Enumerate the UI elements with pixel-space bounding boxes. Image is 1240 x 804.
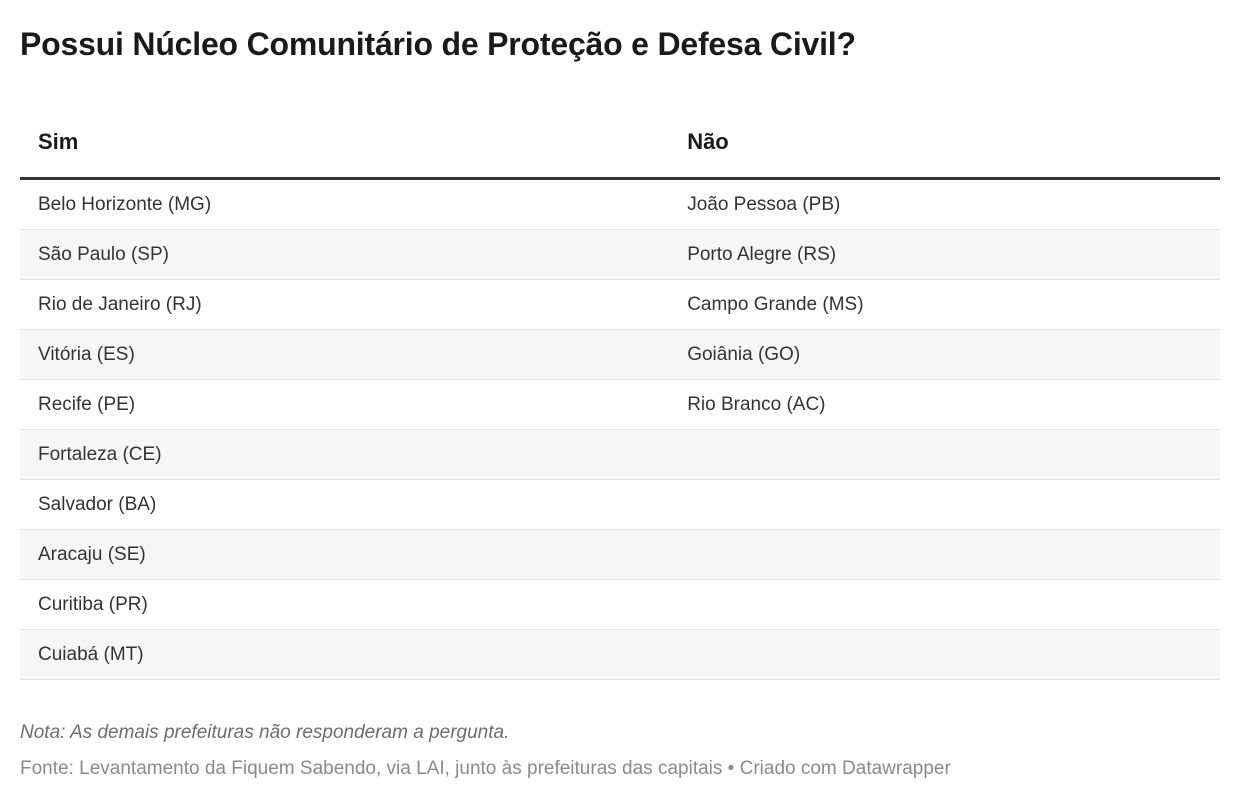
table-body: Belo Horizonte (MG) João Pessoa (PB) São P… <box>20 178 1220 680</box>
table-cell: Porto Alegre (RS) <box>669 229 1220 280</box>
table-cell <box>669 479 1220 530</box>
column-header-sim: Sim <box>20 128 670 180</box>
table-cell: Aracaju (SE) <box>20 529 670 580</box>
table-row: Fortaleza (CE) <box>20 429 1220 480</box>
table-cell: Recife (PE) <box>20 379 670 430</box>
table-row: Curitiba (PR) <box>20 579 1220 630</box>
source-label: Fonte: <box>20 758 74 779</box>
table-cell <box>669 579 1220 630</box>
table-cell <box>669 629 1220 680</box>
table-cell: São Paulo (SP) <box>20 229 670 280</box>
chart-byline: Fonte: Levantamento da Fiquem Sabendo, v… <box>20 756 1220 782</box>
byline-separator-dot: • <box>727 758 735 779</box>
table-cell <box>669 529 1220 580</box>
table-row: Cuiabá (MT) <box>20 629 1220 680</box>
chart-title: Possui Núcleo Comunitário de Proteção e … <box>20 26 856 62</box>
table-cell: Campo Grande (MS) <box>669 279 1220 330</box>
table-cell: Vitória (ES) <box>20 329 670 380</box>
data-table: Sim Não Belo Horizonte (MG) João Pessoa (… <box>20 128 1220 680</box>
table-cell: Goiânia (GO) <box>669 329 1220 380</box>
table-cell: Belo Horizonte (MG) <box>20 178 670 230</box>
table-cell: Cuiabá (MT) <box>20 629 670 680</box>
datawrapper-credit-link[interactable]: Criado com Datawrapper <box>739 758 951 779</box>
table-cell: João Pessoa (PB) <box>669 178 1220 230</box>
table-cell <box>669 429 1220 480</box>
table-cell: Fortaleza (CE) <box>20 429 670 480</box>
table-cell: Rio Branco (AC) <box>669 379 1220 430</box>
table-row: Rio de Janeiro (RJ) Campo Grande (MS) <box>20 279 1220 330</box>
table-row: Belo Horizonte (MG) João Pessoa (PB) <box>20 178 1220 230</box>
table-cell: Curitiba (PR) <box>20 579 670 630</box>
table-header-row: Sim Não <box>20 128 1220 180</box>
table-row: São Paulo (SP) Porto Alegre (RS) <box>20 229 1220 280</box>
table-row: Vitória (ES) Goiânia (GO) <box>20 329 1220 380</box>
table-cell: Rio de Janeiro (RJ) <box>20 279 670 330</box>
table-row: Salvador (BA) <box>20 479 1220 530</box>
column-header-nao: Não <box>669 128 1220 180</box>
chart-notes: Nota: As demais prefeituras não responde… <box>20 722 510 743</box>
table-row: Recife (PE) Rio Branco (AC) <box>20 379 1220 430</box>
table-cell: Salvador (BA) <box>20 479 670 530</box>
table-row: Aracaju (SE) <box>20 529 1220 580</box>
source-text: Levantamento da Fiquem Sabendo, via LAI,… <box>79 758 723 779</box>
